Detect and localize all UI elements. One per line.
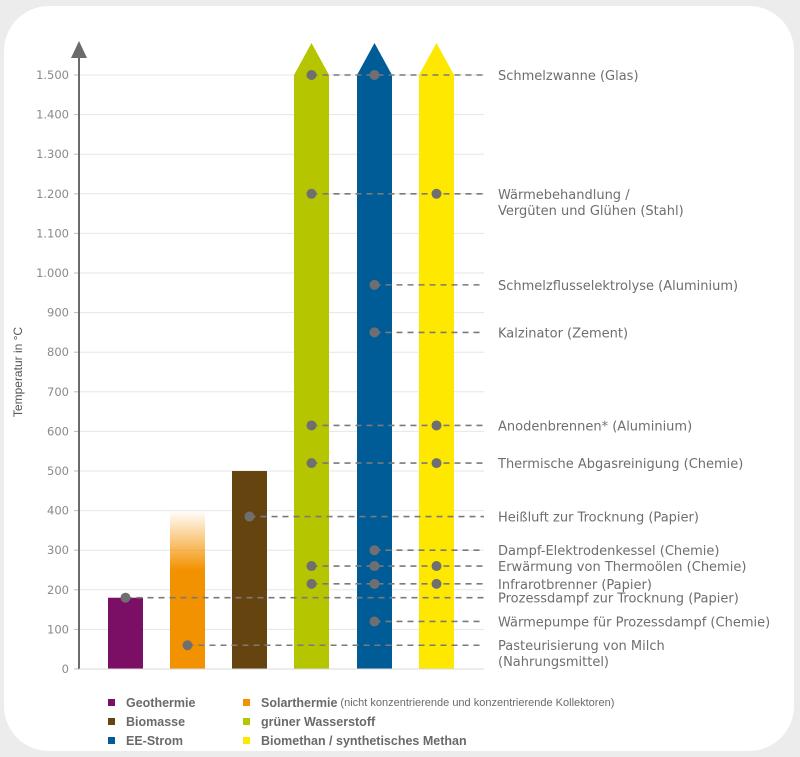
legend-note: (nicht konzentrierende und konzentrieren… [340, 696, 615, 709]
y-tick-label: 700 [47, 385, 69, 399]
application-label: Anodenbrennen* (Aluminium) [498, 419, 692, 434]
application-label: Dampf-Elektrodenkessel (Chemie) [498, 544, 719, 559]
legend-label: Geothermie [126, 695, 196, 710]
application-dot [431, 188, 442, 199]
application-label: Kalzinator (Zement) [498, 326, 628, 341]
application-dot [120, 592, 131, 603]
bar-ch4-arrow [419, 43, 454, 75]
legend-label: Solarthermie [261, 695, 338, 710]
legend-swatch [108, 718, 115, 725]
grid-lines [79, 74, 484, 630]
application-label: Erwärmung von Thermoölen (Chemie) [498, 560, 746, 575]
y-tick-label: 1.000 [36, 266, 69, 280]
application-dot [369, 578, 380, 589]
bar-solar-fade [170, 510, 205, 570]
legend-label: Biomasse [126, 714, 186, 729]
application-label-line2: (Nahrungsmittel) [498, 655, 609, 670]
legend-item-h2: grüner Wasserstoff [243, 715, 375, 729]
application-dot [369, 70, 380, 80]
application-label: Pasteurisierung von Milch [498, 639, 665, 654]
bar-solar [170, 570, 205, 669]
y-tick-label: 0 [62, 662, 69, 676]
application-dot [369, 327, 380, 338]
legend-item-ee: EE-Strom [108, 734, 243, 748]
application-dot [369, 545, 380, 556]
application-label: Thermische Abgasreinigung (Chemie) [497, 457, 743, 472]
y-axis [71, 41, 484, 670]
application-labels: Schmelzwanne (Glas) Wärmebehandlung /Verg… [497, 69, 770, 670]
legend-label: EE-Strom [126, 733, 183, 748]
legend: Geothermie Solarthermie (nicht konzentrier… [108, 693, 614, 750]
application-dot [306, 578, 317, 589]
application-dot [431, 561, 442, 572]
legend-item-bio: Biomasse [108, 715, 243, 729]
y-tick-label: 1.500 [36, 68, 69, 82]
legend-item-ch4: Biomethan / synthetisches Methan [243, 734, 467, 748]
legend-row: Biomasse grüner Wasserstoff [108, 712, 614, 731]
application-dot [369, 616, 380, 627]
y-tick-label: 500 [47, 464, 69, 478]
bar-ee-arrow [357, 43, 392, 75]
application-dot [369, 561, 380, 572]
bar-geo [108, 597, 143, 669]
y-tick-label: 800 [47, 345, 69, 359]
y-tick-label: 600 [47, 424, 69, 438]
legend-swatch [243, 718, 250, 725]
y-tick-label: 100 [47, 622, 69, 636]
bar-bio [232, 471, 267, 669]
legend-item-solar: Solarthermie (nicht konzentrierende und k… [243, 696, 614, 710]
application-dot [244, 511, 255, 522]
legend-swatch [243, 737, 250, 744]
y-tick-label: 1.200 [36, 187, 69, 201]
application-label: Prozessdampf zur Trocknung (Papier) [498, 592, 739, 607]
application-dot [306, 420, 317, 431]
application-dot [431, 458, 442, 469]
application-dots [120, 70, 442, 651]
leader-lines [125, 74, 484, 647]
application-dot [369, 279, 380, 290]
legend-row: EE-Strom Biomethan / synthetisches Methan [108, 731, 614, 750]
legend-label: Biomethan / synthetisches Methan [261, 733, 467, 748]
application-label: Wärmepumpe für Prozessdampf (Chemie) [498, 615, 770, 630]
legend-item-geo: Geothermie [108, 696, 243, 710]
application-dot [431, 578, 442, 589]
y-axis-label: Temperatur in °C [11, 327, 25, 417]
application-label-line2: Vergüten und Glühen (Stahl) [498, 204, 684, 219]
application-label: Schmelzwanne (Glas) [498, 69, 639, 84]
y-tick-label: 1.300 [36, 147, 69, 161]
application-dot [431, 420, 442, 431]
application-label: Infrarotbrenner (Papier) [498, 578, 652, 593]
bar-h2-arrow [294, 43, 329, 75]
y-axis-arrow-icon [71, 41, 87, 58]
legend-label: grüner Wasserstoff [261, 714, 376, 729]
legend-row: Geothermie Solarthermie (nicht konzentrier… [108, 693, 614, 712]
application-label: Heißluft zur Trocknung (Papier) [498, 511, 699, 526]
y-tick-label: 1.400 [36, 108, 69, 122]
y-tick-label: 900 [47, 306, 69, 320]
y-tick-label: 400 [47, 504, 69, 518]
application-dot [306, 458, 317, 469]
legend-swatch [243, 699, 250, 706]
application-label: Wärmebehandlung / [498, 188, 630, 203]
y-tick-label: 300 [47, 543, 69, 557]
y-tick-label: 1.100 [36, 226, 69, 240]
bars [108, 43, 454, 669]
application-dot [306, 561, 317, 572]
application-dot [306, 70, 317, 80]
y-axis-ticks: 0 100 200 300 400 500 600 700 800 900 1.000 1.100 1.… [36, 68, 79, 676]
application-dot [306, 188, 317, 199]
y-tick-label: 200 [47, 583, 69, 597]
application-label: Schmelzflusselektrolyse (Aluminium) [498, 279, 738, 294]
legend-swatch [108, 699, 115, 706]
legend-swatch [108, 737, 115, 744]
application-dot [182, 640, 193, 651]
